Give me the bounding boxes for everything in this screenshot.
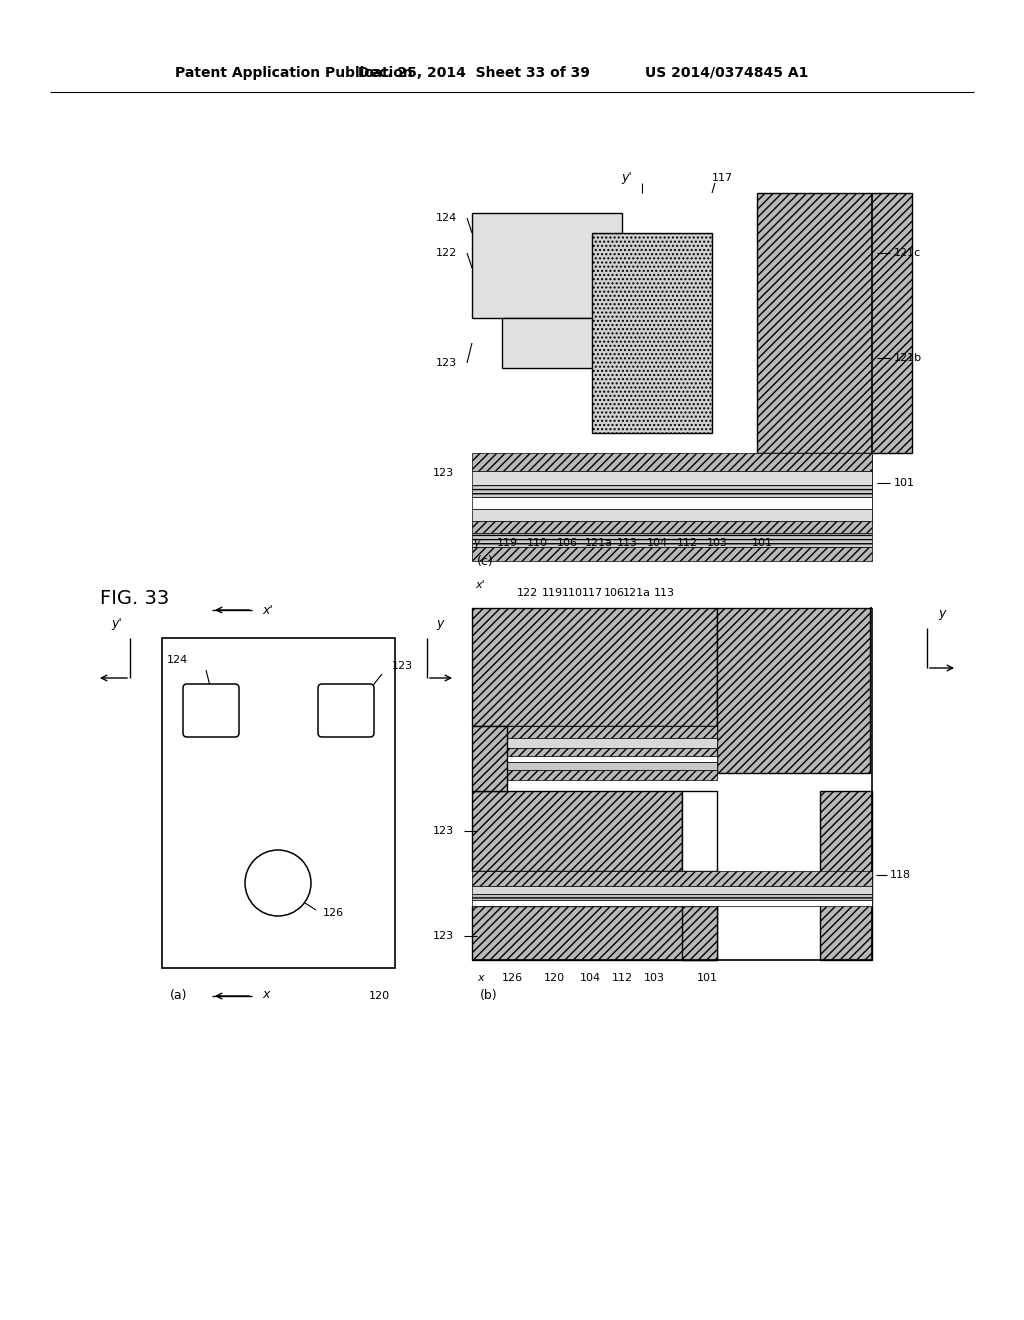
Text: 119: 119 — [542, 587, 562, 598]
Bar — [472, 213, 622, 318]
Text: x': x' — [262, 605, 272, 618]
Text: 123: 123 — [433, 469, 454, 478]
Bar — [682, 906, 717, 960]
Bar — [507, 770, 717, 780]
Text: 121a: 121a — [623, 587, 651, 598]
Text: 118: 118 — [890, 870, 911, 880]
Text: 122: 122 — [516, 587, 538, 598]
Text: y': y' — [622, 172, 633, 185]
Text: 122: 122 — [436, 248, 457, 257]
Bar — [472, 484, 872, 498]
Bar — [472, 900, 872, 906]
Bar — [162, 638, 395, 968]
Text: Dec. 25, 2014  Sheet 33 of 39: Dec. 25, 2014 Sheet 33 of 39 — [358, 66, 590, 81]
Bar — [820, 791, 872, 960]
Text: 112: 112 — [611, 973, 633, 983]
FancyBboxPatch shape — [318, 684, 374, 737]
Text: 101: 101 — [696, 973, 718, 983]
Text: 120: 120 — [369, 991, 390, 1001]
Text: x: x — [477, 973, 483, 983]
Bar — [472, 609, 717, 726]
Bar — [472, 894, 872, 900]
FancyBboxPatch shape — [183, 684, 239, 737]
Text: (c): (c) — [477, 554, 494, 568]
Text: 124: 124 — [436, 213, 457, 223]
Text: 113: 113 — [616, 539, 638, 548]
Bar — [472, 510, 872, 521]
Text: 117: 117 — [712, 173, 732, 183]
Bar — [472, 471, 872, 484]
Text: 104: 104 — [646, 539, 668, 548]
Bar — [472, 906, 717, 960]
Bar — [682, 791, 717, 871]
Text: 124: 124 — [166, 655, 187, 665]
Bar — [472, 533, 872, 546]
Bar — [507, 738, 717, 748]
Text: (a): (a) — [170, 990, 187, 1002]
Bar — [472, 546, 872, 561]
Text: y: y — [436, 616, 443, 630]
Text: 106: 106 — [603, 587, 625, 598]
Bar — [472, 886, 872, 894]
Text: x': x' — [475, 579, 484, 590]
Bar — [472, 726, 507, 791]
Text: 123: 123 — [433, 931, 454, 941]
Text: 121a: 121a — [585, 539, 613, 548]
Text: x: x — [262, 989, 269, 1002]
Bar — [472, 791, 682, 871]
Text: 101: 101 — [752, 539, 772, 548]
Bar — [507, 726, 717, 738]
Text: 110: 110 — [561, 587, 583, 598]
Bar — [717, 609, 870, 774]
Text: US 2014/0374845 A1: US 2014/0374845 A1 — [645, 66, 808, 81]
Text: 113: 113 — [653, 587, 675, 598]
Bar — [507, 756, 717, 762]
Text: 117: 117 — [582, 587, 602, 598]
Bar — [472, 521, 872, 533]
Text: 103: 103 — [707, 539, 727, 548]
Text: y': y' — [112, 616, 123, 630]
Text: 119: 119 — [497, 539, 517, 548]
Bar — [507, 748, 717, 756]
Text: Patent Application Publication: Patent Application Publication — [175, 66, 413, 81]
Text: 112: 112 — [677, 539, 697, 548]
Text: 121c: 121c — [894, 248, 922, 257]
Text: 121b: 121b — [894, 352, 923, 363]
Text: 120: 120 — [544, 973, 564, 983]
Bar — [472, 498, 872, 510]
Text: y: y — [938, 606, 946, 619]
Text: 123: 123 — [392, 661, 413, 671]
Text: 104: 104 — [580, 973, 600, 983]
Bar — [507, 762, 717, 770]
Bar — [757, 193, 912, 453]
Text: 126: 126 — [502, 973, 522, 983]
Text: FIG. 33: FIG. 33 — [100, 589, 169, 607]
Text: y: y — [474, 539, 480, 548]
Bar — [472, 871, 872, 886]
Text: 106: 106 — [556, 539, 578, 548]
Text: 101: 101 — [894, 478, 915, 488]
Text: 110: 110 — [526, 539, 548, 548]
Bar — [502, 318, 622, 368]
Bar — [592, 234, 712, 433]
Text: 126: 126 — [323, 908, 344, 917]
Text: 103: 103 — [643, 973, 665, 983]
Bar — [472, 453, 872, 471]
Text: 123: 123 — [433, 826, 454, 836]
Text: (b): (b) — [480, 990, 498, 1002]
Text: 123: 123 — [436, 358, 457, 368]
